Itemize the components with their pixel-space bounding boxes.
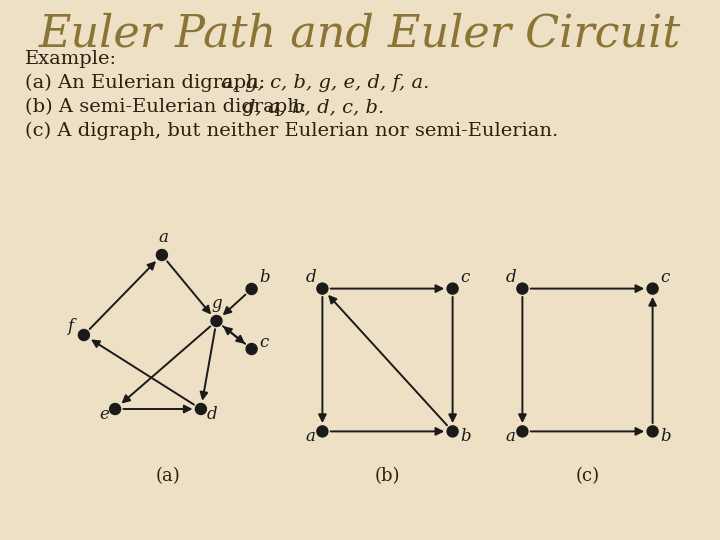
Circle shape: [109, 403, 121, 415]
Text: a: a: [305, 428, 315, 446]
Circle shape: [211, 315, 222, 327]
Text: d: d: [305, 268, 316, 286]
Circle shape: [517, 426, 528, 437]
Circle shape: [246, 284, 257, 294]
Text: c: c: [461, 268, 470, 286]
Text: (b) A semi-Eulerian digraph:: (b) A semi-Eulerian digraph:: [25, 98, 312, 116]
Text: f: f: [67, 318, 73, 335]
Text: c: c: [260, 334, 269, 351]
Text: b: b: [661, 428, 671, 446]
Text: e: e: [99, 406, 109, 423]
Text: Euler Path and Euler Circuit: Euler Path and Euler Circuit: [39, 12, 681, 55]
Text: (a): (a): [156, 467, 180, 485]
Circle shape: [517, 283, 528, 294]
Circle shape: [317, 283, 328, 294]
Circle shape: [647, 283, 658, 294]
Text: (a) An Eulerian digraph:: (a) An Eulerian digraph:: [25, 74, 271, 92]
Text: b: b: [260, 269, 270, 286]
Circle shape: [447, 283, 458, 294]
Text: d: d: [505, 268, 516, 286]
Text: b: b: [461, 428, 471, 446]
Text: (c): (c): [575, 467, 600, 485]
Text: Example:: Example:: [25, 50, 117, 68]
Text: g: g: [212, 295, 222, 312]
Circle shape: [156, 249, 167, 260]
Circle shape: [246, 343, 257, 354]
Text: a, g, c, b, g, e, d, f, a.: a, g, c, b, g, e, d, f, a.: [221, 74, 429, 92]
Text: a: a: [505, 428, 516, 446]
Text: (c) A digraph, but neither Eulerian nor semi-Eulerian.: (c) A digraph, but neither Eulerian nor …: [25, 122, 558, 140]
Circle shape: [447, 426, 458, 437]
Text: c: c: [661, 268, 670, 286]
Circle shape: [317, 426, 328, 437]
Text: d: d: [207, 406, 217, 423]
Text: a: a: [159, 229, 168, 246]
Text: d, a, b, d, c, b.: d, a, b, d, c, b.: [243, 98, 384, 116]
Text: (b): (b): [374, 467, 400, 485]
Circle shape: [78, 329, 89, 341]
Circle shape: [647, 426, 658, 437]
Circle shape: [195, 403, 207, 415]
